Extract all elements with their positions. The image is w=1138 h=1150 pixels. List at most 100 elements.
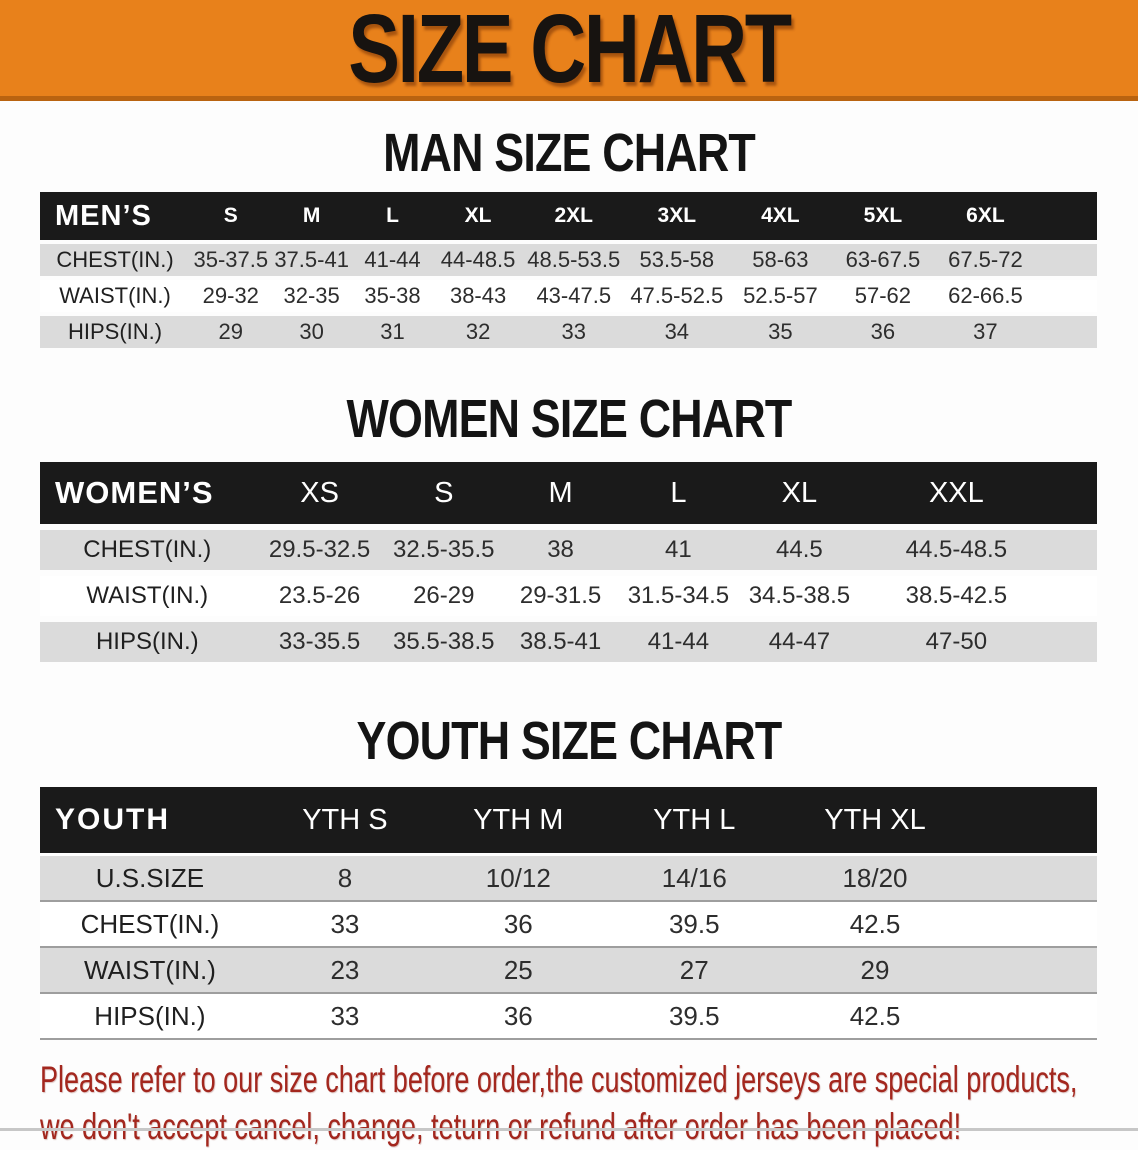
header-spacer-cell <box>1036 192 1097 240</box>
size-value: 41-44 <box>618 622 739 662</box>
row-spacer-cell <box>968 948 1097 994</box>
size-value: 37 <box>934 316 1037 348</box>
size-column-header: L <box>618 462 739 524</box>
size-column-header: M <box>271 192 352 240</box>
bottom-divider <box>0 1128 1138 1131</box>
size-value: 67.5-72 <box>934 244 1037 276</box>
measurement-row-label: CHEST(IN.) <box>40 530 255 570</box>
measurement-row-label: HIPS(IN.) <box>40 622 255 662</box>
size-value: 14/16 <box>606 856 782 902</box>
disclaimer-text: Please refer to our size chart before or… <box>40 1056 1078 1150</box>
size-value: 36 <box>430 902 607 948</box>
size-value: 32 <box>433 316 524 348</box>
size-value: 48.5-53.5 <box>523 244 625 276</box>
row-spacer-cell <box>1036 316 1097 348</box>
size-column-header: XL <box>433 192 524 240</box>
size-value: 23.5-26 <box>254 576 385 616</box>
size-value: 47-50 <box>860 622 1053 662</box>
size-value: 25 <box>430 948 607 994</box>
measurement-row-label: HIPS(IN.) <box>40 994 260 1040</box>
size-header-row: MEN’S S M L XL 2XL 3XL 4XL 5XL 6XL <box>40 192 1097 240</box>
size-value: 38-43 <box>433 280 524 312</box>
size-value: 42.5 <box>781 994 969 1040</box>
size-column-header: S <box>384 462 503 524</box>
size-value: 44.5 <box>738 530 861 570</box>
size-value: 52.5-57 <box>729 280 832 312</box>
size-value: 41-44 <box>351 244 434 276</box>
row-spacer-cell <box>1052 622 1097 662</box>
group-label: MEN’S <box>40 192 191 240</box>
men-heading-text: MAN SIZE CHART <box>383 123 756 183</box>
size-value: 29-32 <box>190 280 272 312</box>
measurement-row-label: HIPS(IN.) <box>40 316 191 348</box>
measurement-row-label: WAIST(IN.) <box>40 280 191 312</box>
size-value: 63-67.5 <box>831 244 935 276</box>
size-value: 44.5-48.5 <box>860 530 1053 570</box>
youth-heading-text: YOUTH SIZE CHART <box>356 711 783 771</box>
size-value: 31.5-34.5 <box>618 576 739 616</box>
size-column-header: 5XL <box>831 192 935 240</box>
size-value: 38 <box>502 530 619 570</box>
size-column-header: 6XL <box>934 192 1037 240</box>
size-value: 26-29 <box>384 576 503 616</box>
size-value: 44-47 <box>738 622 861 662</box>
disclaimer-line-2: we don't accept cancel, change, teturn o… <box>40 1106 962 1147</box>
size-value: 31 <box>351 316 434 348</box>
size-column-header: XXL <box>860 462 1053 524</box>
men-section-heading: MAN SIZE CHART <box>0 126 1138 180</box>
group-label: YOUTH <box>40 787 260 856</box>
size-column-header: YTH M <box>430 787 607 856</box>
size-value: 47.5-52.5 <box>624 280 730 312</box>
women-size-table: WOMEN’S XS S M L XL XXL CHEST(IN.) 29.5-32.5 32.… <box>40 456 1097 668</box>
youth-size-table: YOUTH YTH S YTH M YTH L YTH XL U.S.SIZE 8 10/1… <box>40 787 1097 1040</box>
measurement-row: HIPS(IN.) 33 36 39.5 42.5 <box>40 994 1097 1040</box>
size-column-header: M <box>502 462 619 524</box>
size-value: 42.5 <box>781 902 969 948</box>
measurement-row: CHEST(IN.) 29.5-32.5 32.5-35.5 38 41 44.5 44.5… <box>40 530 1097 570</box>
row-spacer-cell <box>968 994 1097 1040</box>
size-column-header: YTH S <box>259 787 431 856</box>
measurement-row: HIPS(IN.) 33-35.5 35.5-38.5 38.5-41 41-44 44-… <box>40 622 1097 662</box>
disclaimer-line-1: Please refer to our size chart before or… <box>40 1059 1078 1100</box>
size-value: 36 <box>831 316 935 348</box>
measurement-row: WAIST(IN.) 29-32 32-35 35-38 38-43 43-47.5 47.… <box>40 280 1097 312</box>
size-value: 35-37.5 <box>190 244 272 276</box>
size-value: 43-47.5 <box>523 280 625 312</box>
youth-section-heading: YOUTH SIZE CHART <box>0 714 1138 768</box>
size-value: 41 <box>618 530 739 570</box>
row-spacer-cell <box>968 902 1097 948</box>
size-value: 36 <box>430 994 607 1040</box>
size-column-header: XS <box>254 462 385 524</box>
size-column-header: 4XL <box>729 192 832 240</box>
size-value: 38.5-42.5 <box>860 576 1053 616</box>
row-spacer-cell <box>1036 244 1097 276</box>
size-value: 39.5 <box>606 902 782 948</box>
size-value: 44-48.5 <box>433 244 524 276</box>
size-header-row: YOUTH YTH S YTH M YTH L YTH XL <box>40 787 1097 856</box>
measurement-row: U.S.SIZE 8 10/12 14/16 18/20 <box>40 856 1097 902</box>
size-value: 35.5-38.5 <box>384 622 503 662</box>
men-size-table: MEN’S S M L XL 2XL 3XL 4XL 5XL 6XL CHEST(IN.) 35-3… <box>40 188 1097 352</box>
women-heading-text: WOMEN SIZE CHART <box>346 389 793 449</box>
measurement-row: CHEST(IN.) 35-37.5 37.5-41 41-44 44-48.5 48.5… <box>40 244 1097 276</box>
size-value: 35-38 <box>351 280 434 312</box>
size-column-header: 3XL <box>624 192 730 240</box>
row-spacer-cell <box>1052 576 1097 616</box>
size-column-header: YTH L <box>606 787 782 856</box>
disclaimer: Please refer to our size chart before or… <box>40 1056 1138 1150</box>
size-column-header: YTH XL <box>781 787 969 856</box>
size-column-header: XL <box>738 462 861 524</box>
row-spacer-cell <box>1036 280 1097 312</box>
size-chart-banner: SIZE CHART <box>0 0 1138 101</box>
measurement-row: CHEST(IN.) 33 36 39.5 42.5 <box>40 902 1097 948</box>
size-value: 34 <box>624 316 730 348</box>
size-value: 29 <box>781 948 969 994</box>
size-value: 37.5-41 <box>271 244 352 276</box>
measurement-row-label: WAIST(IN.) <box>40 576 255 616</box>
size-value: 57-62 <box>831 280 935 312</box>
size-value: 58-63 <box>729 244 832 276</box>
measurement-row-label: U.S.SIZE <box>40 856 260 902</box>
measurement-row: WAIST(IN.) 23 25 27 29 <box>40 948 1097 994</box>
size-value: 8 <box>259 856 431 902</box>
size-header-row: WOMEN’S XS S M L XL XXL <box>40 462 1097 524</box>
